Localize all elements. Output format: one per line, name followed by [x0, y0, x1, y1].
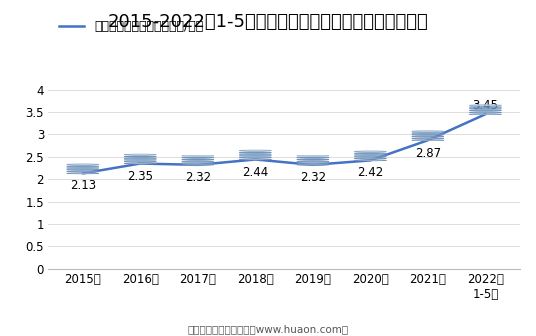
- Ellipse shape: [470, 112, 502, 113]
- Ellipse shape: [470, 107, 502, 108]
- Ellipse shape: [412, 134, 444, 135]
- Ellipse shape: [297, 164, 329, 165]
- Ellipse shape: [354, 151, 386, 152]
- Text: 2.32: 2.32: [300, 171, 326, 184]
- Text: 2015-2022年1-5月郑州商品交易所菜籽粕期货成交均价: 2015-2022年1-5月郑州商品交易所菜籽粕期货成交均价: [108, 13, 428, 32]
- Text: 3.45: 3.45: [472, 99, 498, 112]
- Ellipse shape: [412, 136, 444, 137]
- Ellipse shape: [354, 153, 386, 154]
- Ellipse shape: [182, 164, 214, 165]
- Ellipse shape: [239, 155, 271, 157]
- Ellipse shape: [66, 166, 99, 167]
- Ellipse shape: [239, 150, 271, 151]
- Ellipse shape: [412, 131, 444, 132]
- Text: 2.87: 2.87: [415, 147, 441, 160]
- Ellipse shape: [354, 158, 386, 159]
- Ellipse shape: [412, 140, 444, 141]
- Text: 2.35: 2.35: [127, 170, 153, 182]
- Ellipse shape: [297, 163, 329, 164]
- Ellipse shape: [470, 114, 502, 115]
- Ellipse shape: [412, 138, 444, 139]
- Ellipse shape: [66, 173, 99, 174]
- Ellipse shape: [412, 132, 444, 134]
- Ellipse shape: [124, 156, 157, 157]
- Ellipse shape: [182, 161, 214, 162]
- Ellipse shape: [124, 154, 157, 155]
- Text: 2.32: 2.32: [185, 171, 211, 184]
- Ellipse shape: [297, 161, 329, 162]
- Ellipse shape: [239, 154, 271, 155]
- Ellipse shape: [124, 159, 157, 161]
- Ellipse shape: [239, 159, 271, 160]
- Ellipse shape: [470, 105, 502, 106]
- Ellipse shape: [239, 157, 271, 158]
- Ellipse shape: [124, 163, 157, 164]
- Legend: 菜籽粕期货成交均价（万元/手）: 菜籽粕期货成交均价（万元/手）: [55, 15, 209, 38]
- Ellipse shape: [354, 160, 386, 161]
- Ellipse shape: [182, 163, 214, 164]
- Text: 制图：华经产业研究院（www.huaon.com）: 制图：华经产业研究院（www.huaon.com）: [188, 324, 348, 334]
- Ellipse shape: [239, 152, 271, 153]
- Ellipse shape: [470, 110, 502, 111]
- Ellipse shape: [354, 156, 386, 157]
- Ellipse shape: [66, 171, 99, 172]
- Text: 2.42: 2.42: [357, 166, 383, 179]
- Ellipse shape: [470, 108, 502, 110]
- Ellipse shape: [354, 155, 386, 156]
- Text: 2.44: 2.44: [242, 166, 269, 178]
- Ellipse shape: [297, 157, 329, 158]
- Ellipse shape: [124, 158, 157, 159]
- Ellipse shape: [182, 159, 214, 160]
- Ellipse shape: [66, 167, 99, 169]
- Ellipse shape: [66, 164, 99, 165]
- Ellipse shape: [182, 155, 214, 157]
- Ellipse shape: [66, 169, 99, 170]
- Ellipse shape: [182, 157, 214, 158]
- Ellipse shape: [124, 161, 157, 162]
- Ellipse shape: [297, 155, 329, 157]
- Text: 2.13: 2.13: [70, 179, 96, 193]
- Ellipse shape: [297, 159, 329, 160]
